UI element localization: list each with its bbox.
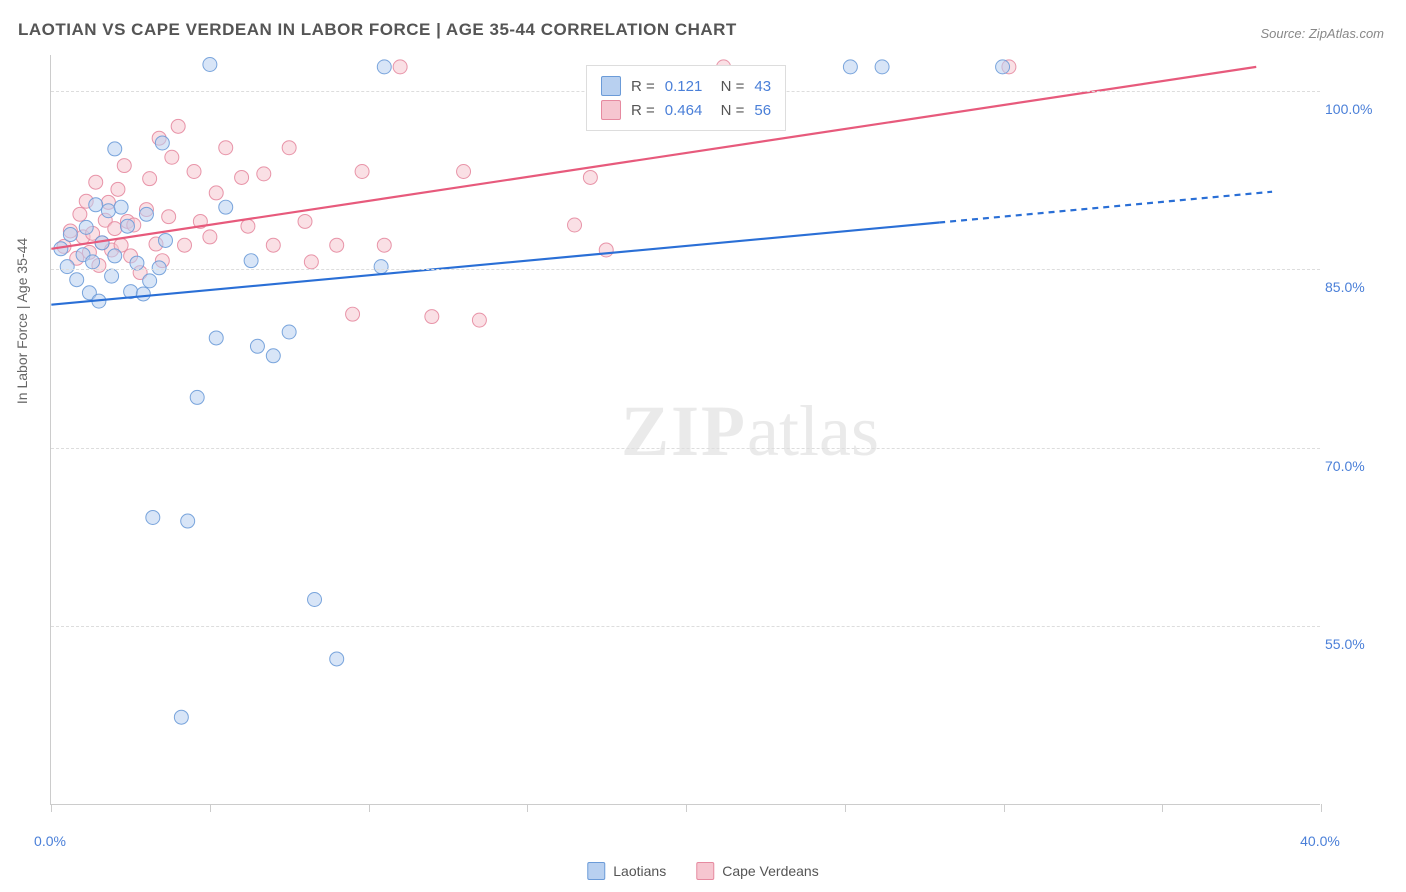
legend-label-laotians: Laotians [613,863,666,879]
stat-r-label: R = [631,78,655,95]
stat-n-label: N = [712,102,744,119]
chart-container: LAOTIAN VS CAPE VERDEAN IN LABOR FORCE |… [0,0,1406,892]
y-tick-label: 100.0% [1325,101,1395,117]
stats-box: R = 0.121 N = 43 R = 0.464 N = 56 [586,65,786,131]
legend-swatch-capeverdeans [696,862,714,880]
x-tick-label: 40.0% [1300,833,1340,849]
plot-area: ZIPatlas 55.0%70.0%85.0%100.0% R = 0.121… [50,55,1320,805]
legend-item-laotians: Laotians [587,862,666,880]
legend-swatch-laotians [587,862,605,880]
y-tick-label: 70.0% [1325,458,1395,474]
stats-swatch [601,100,621,120]
legend-bottom: Laotians Cape Verdeans [587,862,818,880]
stat-n-value: 56 [754,102,771,119]
stat-n-value: 43 [754,78,771,95]
legend-item-capeverdeans: Cape Verdeans [696,862,819,880]
stats-row: R = 0.464 N = 56 [601,98,771,122]
stats-row: R = 0.121 N = 43 [601,74,771,98]
legend-label-capeverdeans: Cape Verdeans [722,863,819,879]
stats-swatch [601,76,621,96]
x-tick-label: 0.0% [34,833,66,849]
stat-r-label: R = [631,102,655,119]
y-tick-label: 55.0% [1325,636,1395,652]
plot-svg [51,55,1320,804]
stat-r-value: 0.464 [665,102,703,119]
y-tick-label: 85.0% [1325,279,1395,295]
source-label: Source: ZipAtlas.com [1260,26,1384,41]
stat-n-label: N = [712,78,744,95]
stat-r-value: 0.121 [665,78,703,95]
chart-title: LAOTIAN VS CAPE VERDEAN IN LABOR FORCE |… [18,20,737,40]
y-axis-label: In Labor Force | Age 35-44 [14,238,30,404]
